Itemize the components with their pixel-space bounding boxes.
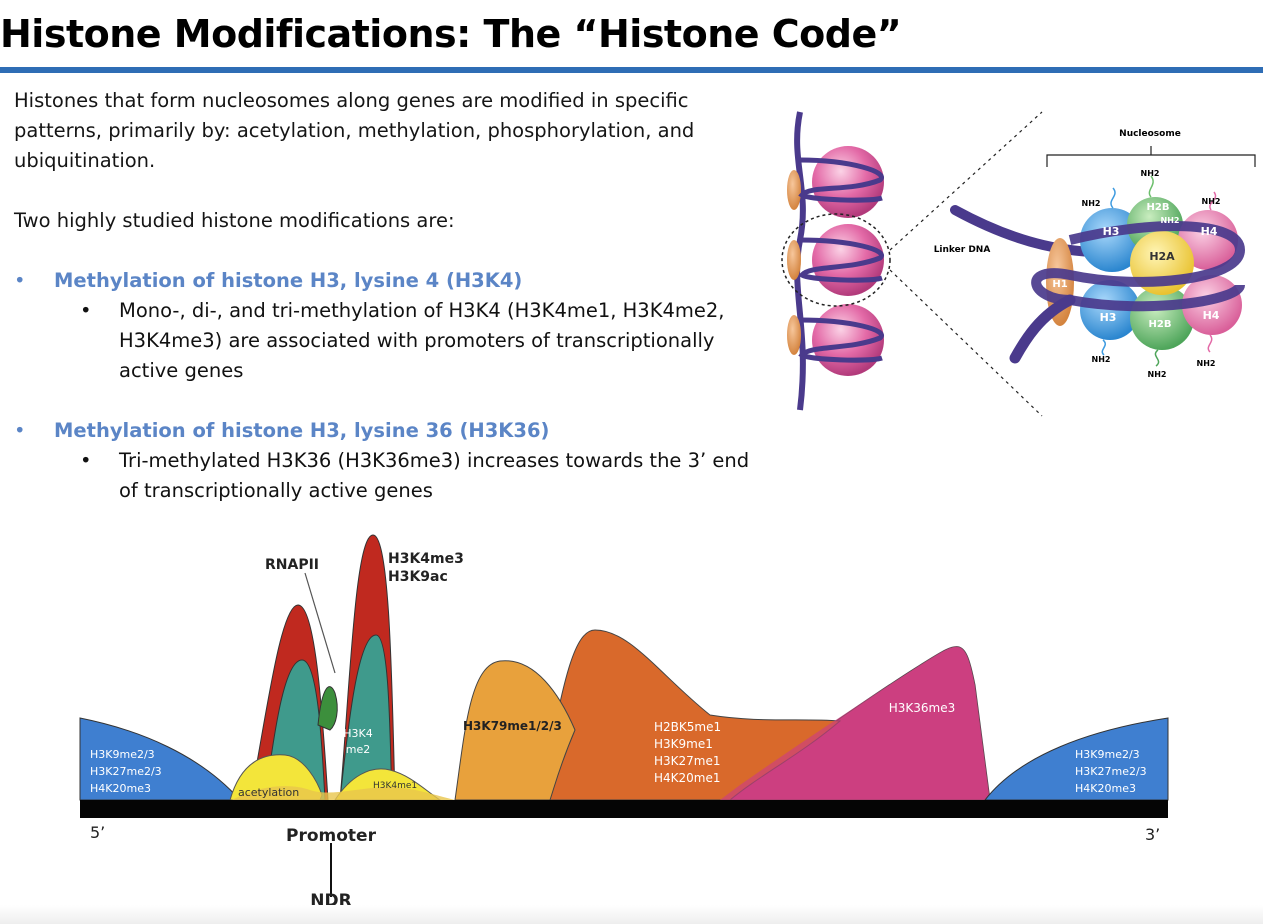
- h3k79-label: H3K79me1/2/3: [463, 719, 562, 733]
- right-repressive-1-label: H3K9me2/3: [1075, 748, 1140, 761]
- three-prime-label: 3’: [1145, 825, 1160, 844]
- five-prime-label: 5’: [90, 823, 105, 842]
- mid-mark-4-label: H4K20me1: [654, 771, 721, 785]
- title-rule: [0, 67, 1263, 73]
- bullet-2-sub-marker: •: [80, 449, 92, 472]
- h3k36me3-label: H3K36me3: [889, 701, 956, 715]
- h2b-label-top: H2B: [1147, 202, 1170, 213]
- h3k4me2-right: [339, 634, 393, 801]
- bullet-1-heading: Methylation of histone H3, lysine 4 (H3K…: [54, 269, 523, 292]
- nh2-label: NH2: [1141, 169, 1160, 178]
- bullet-1-sub-marker: •: [80, 299, 92, 322]
- bullet-1-marker: •: [14, 269, 26, 292]
- linker-dna-label: Linker DNA: [934, 245, 991, 255]
- nh2-label: NH2: [1082, 199, 1101, 208]
- mid-mark-2-label: H3K9me1: [654, 737, 713, 751]
- nucleosome-diagram: Nucleosome Linker DNA H1 H3 H3 H2B H2B H…: [781, 111, 1256, 417]
- acetylation-base: [232, 786, 455, 800]
- bullet-1-subtext: Mono-, di-, and tri-methylation of H3K4 …: [119, 299, 725, 382]
- right-repressive-2-label: H3K27me2/3: [1075, 765, 1147, 778]
- h3k79-region: [454, 660, 576, 801]
- rnapii-peak: [317, 686, 338, 731]
- h3k9ac-label: H3K9ac: [388, 569, 448, 585]
- h3k4me3-label: H3K4me3: [388, 551, 464, 567]
- selection-ellipse: [781, 213, 891, 307]
- mid-mark-1-label: H2BK5me1: [654, 720, 721, 734]
- bullet-2-subtext: Tri-methylated H3K36 (H3K36me3) increase…: [119, 449, 750, 502]
- slide-title: Histone Modifications: The “Histone Code…: [0, 12, 902, 56]
- promoter-label: Promoter: [286, 826, 377, 846]
- repressive-domain-right: [983, 717, 1169, 801]
- nh2-label: NH2: [1148, 370, 1167, 379]
- h4-label-bottom: H4: [1203, 309, 1220, 322]
- nucleosome-label: Nucleosome: [1119, 129, 1181, 139]
- left-repressive-1-label: H3K9me2/3: [90, 748, 155, 761]
- bullet-2-heading: Methylation of histone H3, lysine 36 (H3…: [54, 419, 550, 442]
- h3k4me2-label-line2: me2: [346, 743, 370, 756]
- linker-histone-bead: [787, 315, 801, 355]
- gene-modification-profile: RNAPII H3K4me3 H3K9ac H3K4 me2 acetylati…: [79, 534, 1169, 910]
- repressive-domain-left: [79, 717, 242, 801]
- slide-bottom-edge: [0, 905, 1263, 924]
- bullet-2-marker: •: [14, 419, 26, 442]
- h1-label: H1: [1052, 279, 1067, 290]
- nh2-label: NH2: [1197, 359, 1216, 368]
- linker-histone-bead: [787, 170, 801, 210]
- rnapii-pointer: [304, 572, 336, 674]
- left-repressive-2-label: H3K27me2/3: [90, 765, 162, 778]
- acetylation-label: acetylation: [238, 786, 299, 799]
- linker-histone-bead: [787, 240, 801, 280]
- chromatin-fiber: [781, 111, 1043, 417]
- mid-mark-3-label: H3K27me1: [654, 754, 721, 768]
- left-repressive-3-label: H4K20me3: [90, 782, 151, 795]
- right-repressive-3-label: H4K20me3: [1075, 782, 1136, 795]
- gene-body-bar: [80, 800, 1168, 818]
- h4-label-top: H4: [1201, 225, 1218, 238]
- lead-in-paragraph: Two highly studied histone modifications…: [14, 209, 455, 232]
- nh2-label: NH2: [1092, 355, 1111, 364]
- intro-paragraph: Histones that form nucleosomes along gen…: [14, 89, 695, 172]
- nh2-label: NH2: [1161, 216, 1180, 225]
- histone-octamer: [950, 175, 1246, 367]
- rnapii-label: RNAPII: [265, 557, 319, 573]
- h3k4me2-label-line1: H3K4: [343, 727, 372, 740]
- h2b-label-bottom: H2B: [1149, 319, 1172, 330]
- nh2-label: NH2: [1202, 197, 1221, 206]
- h3-label-bottom: H3: [1100, 311, 1117, 324]
- h3-label-top: H3: [1103, 225, 1120, 238]
- nucleosome-bracket: [1046, 146, 1256, 167]
- h3k36me3-overlay: [720, 646, 990, 800]
- h2a-label: H2A: [1149, 250, 1175, 263]
- h3k4me1-label: H3K4me1: [373, 781, 417, 791]
